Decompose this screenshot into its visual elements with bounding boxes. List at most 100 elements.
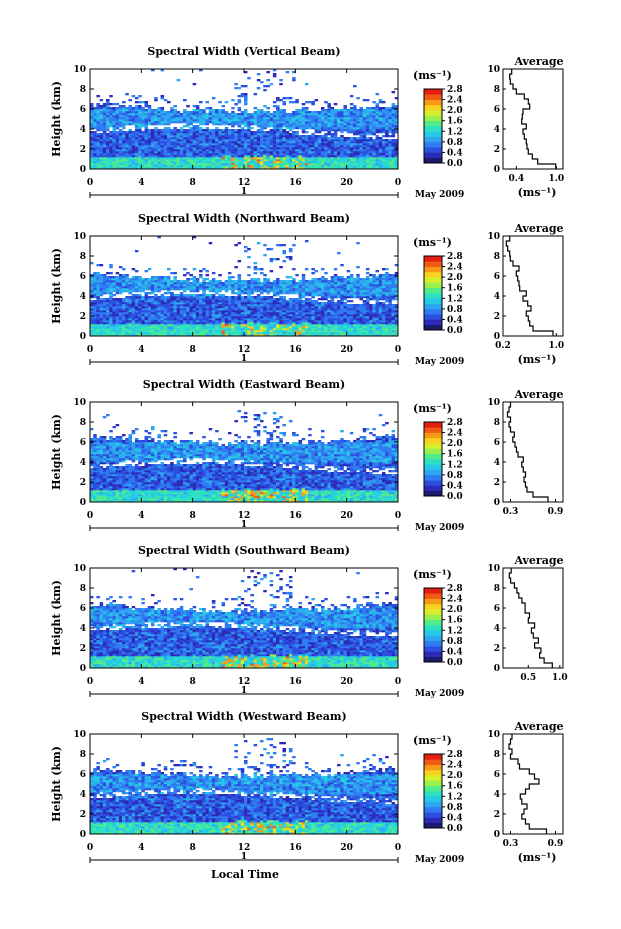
heatmap-cell (237, 113, 242, 116)
heatmap-cell (227, 278, 232, 281)
heatmap-cell (115, 109, 120, 112)
heatmap-cell (99, 278, 104, 281)
heatmap-cell (202, 292, 206, 295)
heatmap-cell (224, 155, 229, 158)
heatmap-cell (125, 306, 129, 309)
heatmap-cell (240, 145, 245, 148)
heatmap-cell (154, 276, 158, 279)
heatmap-cell (250, 308, 254, 311)
heatmap-cell (170, 306, 174, 309)
heatmap-cell (250, 322, 254, 325)
heatmap-cell (138, 334, 142, 337)
heatmap-cell (218, 330, 222, 333)
heatmap-cell (96, 115, 100, 118)
heatmap-cell (202, 320, 206, 323)
heatmap-cell (93, 328, 97, 331)
heatmap-cell (131, 324, 136, 327)
heatmap-cell (163, 127, 168, 130)
heatmap-cell (157, 236, 161, 239)
heatmap-cell (144, 131, 149, 134)
heatmap-cell (247, 274, 251, 277)
heatmap-cell (118, 161, 123, 164)
heatmap-cell (208, 119, 213, 122)
heatmap-cell (199, 117, 203, 120)
heatmap-cell (337, 149, 341, 152)
heatmap-cell (99, 125, 104, 128)
heatmap-cell (93, 111, 97, 114)
heatmap-cell (295, 165, 299, 168)
heatmap-cell (279, 288, 283, 291)
heatmap-cell (385, 109, 389, 112)
heatmap-cell (176, 322, 181, 325)
heatmap-cell (266, 284, 270, 287)
heatmap-cell (298, 328, 303, 331)
heatmap-cell (340, 165, 344, 168)
heatmap-cell (128, 298, 133, 301)
heatmap-cell (141, 147, 145, 150)
heatmap-cell (353, 157, 357, 160)
heatmap-cell (337, 145, 341, 148)
heatmap-cell (125, 119, 129, 122)
heatmap-cell (138, 107, 142, 110)
heatmap-cell (195, 334, 200, 337)
heatmap-cell (189, 274, 193, 277)
heatmap-cell (378, 99, 383, 102)
heatmap-cell (199, 294, 203, 297)
heatmap-cell (288, 161, 293, 164)
heatmap-cell (244, 292, 248, 295)
heatmap-cell (337, 119, 341, 122)
heatmap-cell (253, 330, 258, 333)
heatmap-cell (157, 115, 161, 118)
heatmap-cell (128, 320, 133, 323)
heatmap-cell (160, 330, 165, 333)
heatmap-cell (134, 300, 139, 303)
heatmap-cell (227, 316, 232, 319)
heatmap-cell (189, 304, 193, 307)
heatmap-cell (163, 312, 168, 315)
colorbar-swatch (424, 157, 442, 164)
heatmap-cell (288, 256, 293, 259)
heatmap-cell (96, 294, 100, 297)
heatmap-cell (231, 167, 235, 170)
heatmap-cell (279, 306, 283, 309)
heatmap-cell (369, 119, 373, 122)
heatmap-cell (263, 288, 267, 291)
heatmap-cell (266, 290, 270, 293)
x-tick-label: 20 (340, 178, 353, 188)
heatmap-cell (282, 244, 287, 247)
heatmap-cell (176, 282, 181, 285)
heatmap-cell (102, 320, 107, 323)
heatmap-cell (125, 282, 129, 285)
heatmap-cell (304, 159, 309, 162)
heatmap-cell (330, 109, 335, 112)
heatmap-cell (304, 298, 309, 301)
heatmap-cell (292, 123, 296, 126)
heatmap-cell (170, 143, 174, 146)
heatmap-cell (311, 149, 315, 152)
heatmap-cell (295, 127, 299, 130)
heatmap-cell (221, 153, 226, 156)
heatmap-cell (150, 280, 155, 283)
heatmap-cell (285, 139, 290, 142)
heatmap-cell (96, 119, 100, 122)
heatmap-cell (330, 113, 335, 116)
heatmap-cell (128, 137, 133, 140)
heatmap-cell (256, 163, 261, 166)
heatmap-cell (227, 119, 232, 122)
heatmap-cell (96, 310, 100, 313)
heatmap-cell (96, 292, 100, 295)
heatmap-cell (224, 147, 229, 150)
heatmap-cell (365, 163, 370, 166)
heatmap-cell (96, 129, 100, 132)
heatmap-cell (173, 143, 177, 146)
heatmap-cell (292, 300, 296, 303)
heatmap-cell (99, 99, 104, 102)
heatmap-cell (292, 318, 296, 321)
heatmap-cell (282, 143, 287, 146)
heatmap-cell (224, 121, 229, 124)
heatmap-cell (189, 332, 193, 335)
heatmap-cell (317, 145, 322, 148)
heatmap-cell (211, 111, 216, 114)
heatmap-cell (99, 332, 104, 335)
heatmap-cell (125, 286, 129, 289)
